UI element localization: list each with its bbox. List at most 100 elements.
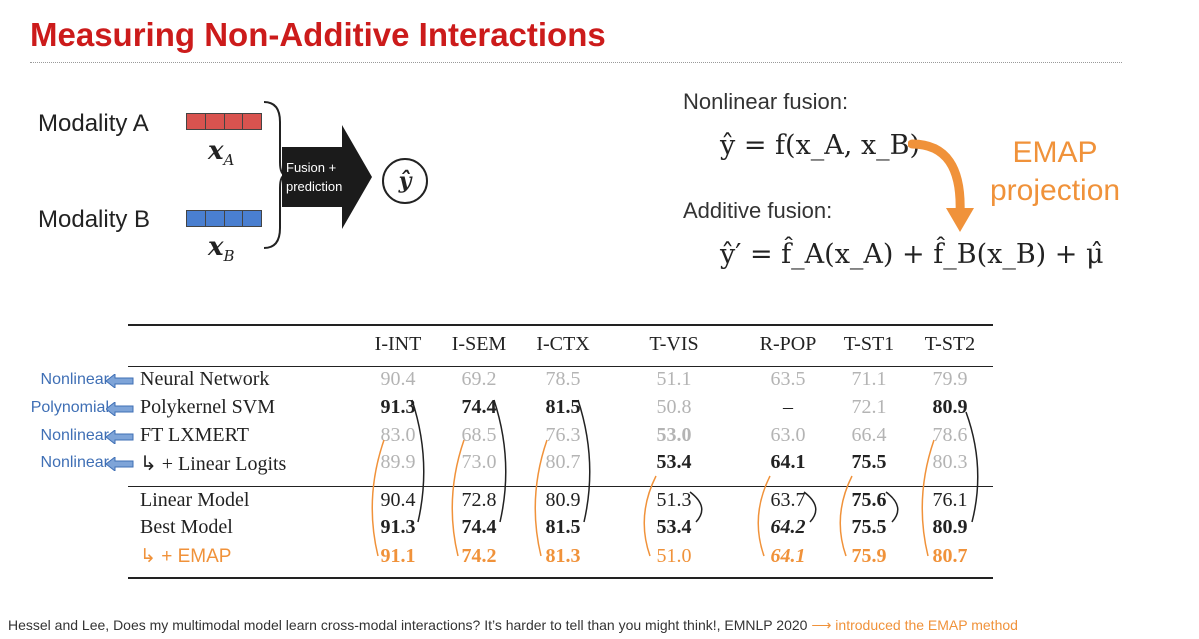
table-cell: 63.5 [770,368,806,390]
table-cell: 90.4 [380,489,416,511]
emap-arc [534,439,548,557]
model-type-tag: Nonlinear [40,454,109,471]
table-cell: 72.8 [461,489,497,511]
table-cell: 66.4 [851,424,887,446]
modality-b-label: Modality B [38,206,151,233]
row-label: Linear Model [140,489,250,511]
table-cell: 74.2 [461,545,497,567]
table-cell: 78.6 [932,424,968,446]
emap-arc [371,439,385,557]
table-cell: 90.4 [380,368,416,390]
modality-a-label: Modality A [38,110,149,137]
table-cell: 75.5 [851,451,887,473]
table-cell: 74.4 [461,396,497,418]
left-arrow-icon [106,374,134,388]
best-model-arc [965,411,979,523]
title-divider [30,62,1122,63]
column-header-i-ctx: I-CTX [536,333,590,355]
row-label: FT LXMERT [140,424,249,446]
additive-fusion-label: Additive fusion: [683,198,833,223]
table-cell: 76.3 [545,424,581,446]
table-cell: 80.9 [932,396,968,418]
emap-arc [643,475,657,557]
table-cell: 91.1 [380,545,416,567]
emap-arc [839,475,853,557]
table-cell: 50.8 [656,396,692,418]
table-cell: 53.4 [656,451,692,473]
table-cell: 76.1 [932,489,968,511]
table-cell: – [783,396,793,418]
table-cell: 89.9 [380,451,416,473]
best-model-arc [689,491,703,523]
row-label: Neural Network [140,368,270,390]
table-cell: 63.7 [770,489,806,511]
table-cell: 68.5 [461,424,497,446]
model-type-tag: Nonlinear [40,427,109,444]
table-cell: 73.0 [461,451,497,473]
modality-b-variable: xB [208,232,235,266]
table-cell: 63.0 [770,424,806,446]
table-cell: 80.9 [545,489,581,511]
table-cell: 51.0 [656,545,692,567]
fusion-arrow-label: Fusion + prediction [286,160,343,194]
table-top-rule [128,324,993,326]
table-cell: 80.7 [545,451,581,473]
table-cell: 64.1 [770,451,806,473]
table-cell: 80.3 [932,451,968,473]
prediction-output: ŷ [382,158,428,204]
table-cell: 74.4 [461,516,497,538]
table-cell: 83.0 [380,424,416,446]
model-type-tag: Nonlinear [40,371,109,388]
grouping-brace [263,101,286,249]
table-cell: 64.2 [770,516,806,538]
table-cell: 80.7 [932,545,968,567]
table-cell: 64.1 [770,545,806,567]
citation-footer: Hessel and Lee, Does my multimodal model… [8,617,1018,634]
citation-text: Hessel and Lee, Does my multimodal model… [8,617,808,633]
best-model-arc [411,399,425,523]
additive-equation: ŷ′ = f̂_A(x_A) + f̂_B(x_B) + μ̂ [720,239,1104,270]
emap-projection-label: EMAP projection [990,136,1121,207]
citation-arrow-icon: ⟶ [811,617,832,633]
table-cell: 91.3 [380,396,416,418]
column-header-t-st1: T-ST1 [843,333,895,355]
model-type-tag: Polynomial [30,399,109,416]
table-cell: 81.3 [545,545,581,567]
left-arrow-icon [106,402,134,416]
fusion-arrow-icon [282,125,372,229]
table-cell: 69.2 [461,368,497,390]
modality-a-variable: xA [208,136,235,170]
emap-arc [757,475,771,557]
emap-arc [921,439,935,557]
column-header-t-vis: T-VIS [649,333,699,355]
table-cell: 75.5 [851,516,887,538]
emap-arc [451,439,465,557]
row-label: ↳ + Linear Logits [140,453,287,475]
table-cell: 81.5 [545,516,581,538]
nonlinear-equation: ŷ = f(x_A, x_B) [720,130,921,161]
modality-b-vector [186,210,262,227]
best-model-arc [803,491,817,523]
column-header-i-sem: I-SEM [451,333,507,355]
nonlinear-fusion-label: Nonlinear fusion: [683,89,849,114]
row-label: ↳ + EMAP [140,546,232,567]
table-cell: 91.3 [380,516,416,538]
table-cell: 78.5 [545,368,581,390]
table-cell: 79.9 [932,368,968,390]
table-cell: 80.9 [932,516,968,538]
left-arrow-icon [106,457,134,471]
table-cell: 51.1 [656,368,692,390]
table-cell: 72.1 [851,396,887,418]
table-bottom-rule [128,577,993,579]
table-mid-rule [128,486,993,487]
citation-note: introduced the EMAP method [835,617,1018,633]
left-arrow-icon [106,430,134,444]
modality-a-vector [186,113,262,130]
table-cell: 53.0 [656,424,692,446]
table-cell: 75.6 [851,489,887,511]
column-header-r-pop: R-POP [759,333,817,355]
best-model-arc [577,399,591,523]
best-model-arc [885,491,899,523]
table-cell: 53.4 [656,516,692,538]
